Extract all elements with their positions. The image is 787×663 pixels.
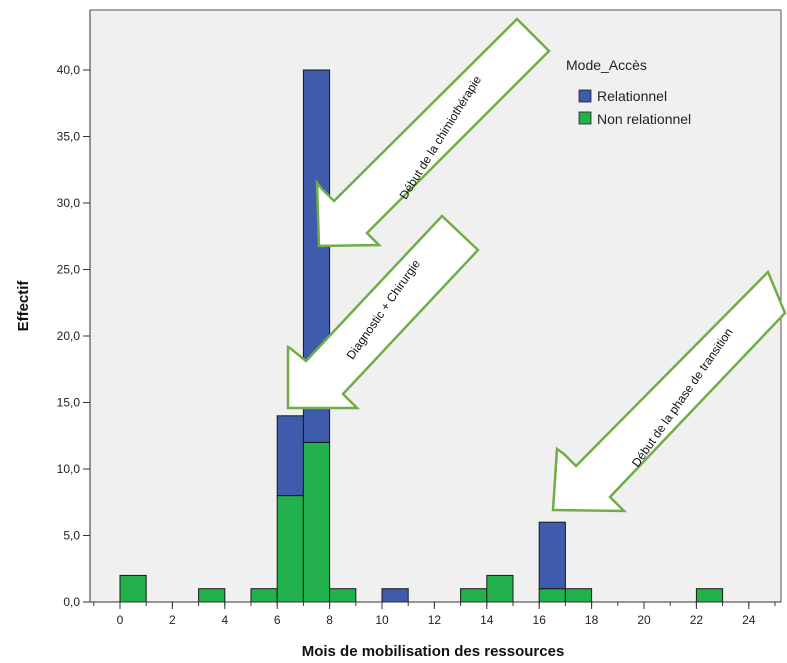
bar-non-relationnel-month-5 bbox=[250, 588, 278, 603]
x-tick-label-6: 6 bbox=[274, 613, 281, 627]
y-tick-label-35: 35,0 bbox=[57, 130, 81, 144]
bar-relationnel-month-10 bbox=[381, 588, 409, 603]
y-tick-label-25: 25,0 bbox=[57, 263, 81, 277]
y-tick-label-10: 10,0 bbox=[57, 462, 81, 476]
bar-relationnel-month-16 bbox=[538, 521, 566, 590]
x-tick-label-14: 14 bbox=[480, 613, 494, 627]
legend-label-non-relationnel: Non relationnel bbox=[597, 111, 691, 127]
x-axis-title: Mois de mobilisation des ressources bbox=[302, 643, 565, 660]
x-tick-label-18: 18 bbox=[585, 613, 599, 627]
bar-non-relationnel-month-8 bbox=[329, 588, 357, 603]
axes-group bbox=[89, 10, 781, 603]
x-tick-label-10: 10 bbox=[375, 613, 389, 627]
x-ticks-group: 0 2 4 6 8 10 12 14 16 18 20 22 24 bbox=[93, 602, 776, 627]
x-tick-label-22: 22 bbox=[690, 613, 704, 627]
y-tick-label-30: 30,0 bbox=[57, 196, 81, 210]
legend-label-relationnel: Relationnel bbox=[597, 88, 667, 104]
x-tick-label-2: 2 bbox=[169, 613, 176, 627]
bar-non-relationnel-month-17 bbox=[564, 588, 593, 603]
x-tick-label-12: 12 bbox=[428, 613, 442, 627]
y-tick-label-20: 20,0 bbox=[57, 329, 81, 343]
y-ticks-group: 0,0 5,0 10,0 15,0 20,0 25,0 30,0 35,0 40,0 bbox=[57, 63, 90, 609]
x-tick-label-16: 16 bbox=[533, 613, 547, 627]
bar-non-relationnel-month-16 bbox=[538, 588, 566, 603]
bar-non-relationnel-month-22 bbox=[695, 588, 724, 603]
x-tick-label-20: 20 bbox=[637, 613, 651, 627]
legend-title: Mode_Accès bbox=[566, 57, 647, 73]
x-tick-label-24: 24 bbox=[742, 613, 756, 627]
bar-non-relationnel-month-3 bbox=[198, 588, 226, 603]
x-tick-label-0: 0 bbox=[117, 613, 124, 627]
bar-non-relationnel-month-6 bbox=[276, 495, 304, 603]
legend-swatch-relationnel bbox=[578, 89, 592, 103]
y-axis-title: Effectif bbox=[15, 280, 32, 332]
bar-non-relationnel-month-13 bbox=[460, 588, 488, 603]
bar-relationnel-month-6 bbox=[276, 415, 304, 497]
annotation-arrow-diagnostic: Diagnostic + Chirurgie bbox=[286, 214, 480, 410]
arrow-chimiotherapie-shape bbox=[315, 17, 551, 248]
bar-non-relationnel-month-14 bbox=[486, 574, 514, 603]
y-tick-label-15: 15,0 bbox=[57, 396, 81, 410]
bar-non-relationnel-month-7 bbox=[302, 441, 331, 603]
legend: Mode_Accès Relationnel Non relationnel bbox=[566, 57, 691, 127]
arrow-diagnostic-shape bbox=[286, 214, 480, 410]
x-tick-label-4: 4 bbox=[221, 613, 228, 627]
arrow-transition-shape bbox=[551, 269, 787, 513]
legend-swatch-non-relationnel bbox=[578, 111, 592, 125]
x-tick-label-8: 8 bbox=[326, 613, 333, 627]
bar-non-relationnel-month-0 bbox=[119, 574, 147, 603]
y-tick-label-0: 0,0 bbox=[63, 595, 80, 609]
y-tick-label-5: 5,0 bbox=[63, 529, 80, 543]
y-tick-label-40: 40,0 bbox=[57, 63, 81, 77]
